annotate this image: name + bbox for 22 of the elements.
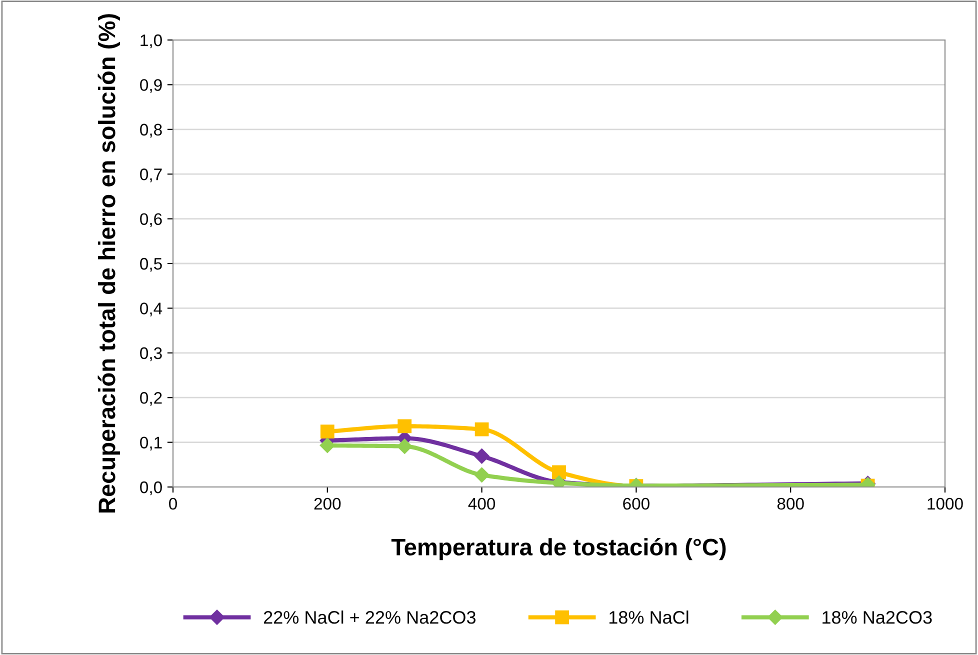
y-tick-label: 0,1 [140, 436, 162, 450]
y-axis-title: Recuperación total de hierro en solución (%) [98, 14, 120, 512]
legend-label: 18% NaCl [609, 610, 688, 624]
x-tick-label: 1000 [928, 498, 963, 510]
y-tick-label: 0,3 [140, 347, 162, 362]
x-axis-title: Temperatura de tostación (°C) [391, 538, 726, 560]
x-tick-label: 200 [314, 498, 341, 510]
y-tick-label: 0,5 [140, 258, 162, 272]
y-tick-label: 0,6 [140, 213, 162, 227]
y-tick-label: 0,4 [140, 302, 162, 316]
y-tick-label: 0,7 [140, 168, 162, 182]
x-tick-label: 600 [623, 498, 650, 510]
y-tick-label: 0,9 [140, 79, 162, 93]
legend-label: 18% Na2CO3 [822, 611, 932, 624]
y-tick-label: 0,0 [140, 481, 162, 496]
y-tick-label: 0,8 [140, 124, 162, 138]
y-tick-label: 1,0 [140, 34, 162, 48]
x-tick-label: 0 [169, 498, 177, 510]
x-tick-label: 800 [777, 498, 804, 510]
x-tick-label: 400 [468, 498, 496, 510]
y-tick-label: 0,2 [140, 392, 162, 406]
legend-label: 22% NaCl + 22% Na2CO3 [264, 610, 476, 624]
